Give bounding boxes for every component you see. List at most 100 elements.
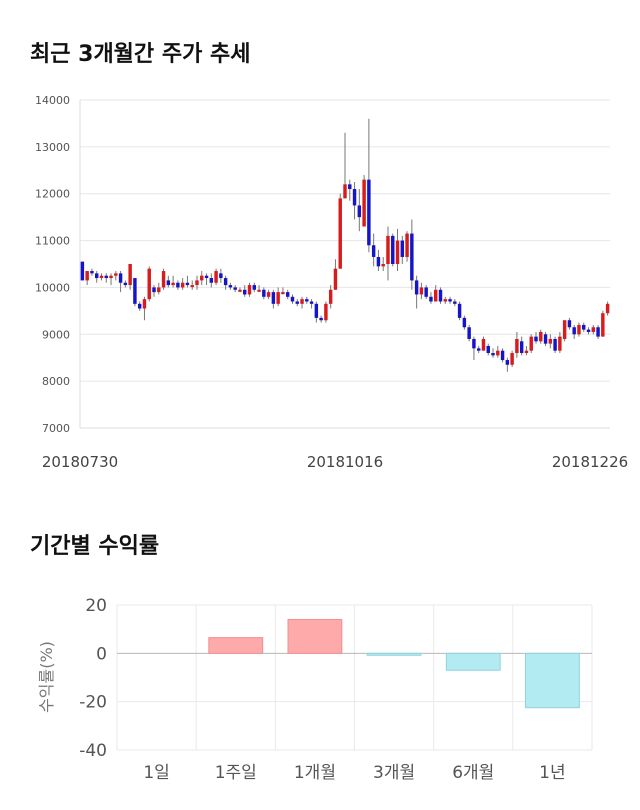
candle-body [161, 271, 166, 288]
candle-body [582, 324, 586, 330]
candle-body [285, 292, 290, 297]
candle-body [314, 303, 319, 318]
candle-body [114, 273, 118, 276]
candle-body [228, 285, 233, 288]
price-chart-title: 최근 3개월간 주가 추세 [30, 42, 251, 67]
candle-body [572, 327, 576, 335]
candle-body [362, 179, 366, 227]
candle-body [247, 285, 252, 295]
x-tick-label: 6개월 [452, 763, 494, 783]
x-tick-label: 1일 [143, 763, 169, 783]
candle-body [515, 338, 519, 354]
x-tick-label: 1주일 [215, 763, 257, 783]
candles [80, 118, 610, 372]
candle-body [352, 189, 357, 206]
candle-body [391, 235, 395, 264]
price-y-axis: 14000 13000 12000 11000 10000 9000 8000 7000 [35, 94, 70, 435]
candle-body [137, 303, 142, 309]
candle-body [438, 289, 443, 302]
candle-body [548, 338, 553, 344]
candle-body [123, 282, 128, 286]
returns-y-axis: 20 0 -20 -40 [79, 596, 107, 761]
return-bar [366, 652, 422, 656]
candle-body [562, 320, 567, 339]
candle-body [414, 280, 419, 295]
candle-body [434, 289, 438, 302]
candle-body [338, 198, 342, 269]
candle-body [400, 240, 405, 257]
candle-body [558, 336, 562, 351]
candle-body [233, 287, 237, 290]
candle-body [152, 287, 156, 293]
candle-body [142, 299, 147, 309]
y-tick-label: 12000 [35, 188, 70, 201]
x-tick-label: 1년 [539, 763, 565, 783]
candle-body [190, 285, 194, 288]
candle-body [290, 296, 295, 302]
candle-body [577, 324, 581, 335]
candle-body [281, 292, 285, 295]
candle-body [309, 301, 314, 304]
candle-body [519, 341, 524, 354]
y-tick-label: -20 [79, 693, 107, 713]
candle-body [328, 289, 333, 304]
candle-body [457, 303, 462, 318]
candle-body [147, 268, 151, 300]
candle-body [133, 278, 137, 304]
candle-body [586, 329, 591, 332]
candle-body [118, 273, 123, 283]
candle-body [305, 299, 309, 302]
candle-body [386, 235, 390, 264]
candle-body [381, 264, 385, 267]
candle-body [180, 282, 185, 288]
candle-body [171, 282, 175, 286]
price-x-axis: 20180730 20181016 20181226 [42, 453, 628, 471]
candle-body [481, 338, 486, 351]
return-bar [208, 637, 264, 654]
x-tick-label: 20181016 [307, 453, 383, 471]
candle-body [99, 275, 104, 279]
candle-body [128, 264, 132, 286]
candle-body [605, 303, 610, 314]
candle-body [453, 301, 457, 304]
candle-body [90, 271, 94, 274]
candle-body [553, 338, 557, 351]
candle-body [601, 313, 605, 337]
candle-body [510, 353, 514, 365]
candle-body [486, 346, 490, 354]
candle-body [243, 289, 247, 295]
candle-body [195, 280, 199, 286]
candle-body [543, 334, 548, 344]
candle-body [185, 282, 190, 286]
returns-bar-chart: 20 0 -20 -40 1일 1주일 1개월 3개월 6개월 1년 수익률(%) [37, 596, 593, 783]
return-bar [445, 652, 501, 671]
candle-body [166, 280, 171, 286]
candle-body [376, 256, 381, 267]
candle-body [271, 292, 276, 304]
candle-body [395, 240, 400, 264]
candle-body [505, 360, 510, 365]
candle-body [252, 285, 256, 290]
candle-body [529, 336, 533, 351]
x-tick-label: 20180730 [42, 453, 118, 471]
candle-body [591, 327, 596, 332]
candle-body [238, 289, 242, 292]
candle-body [472, 338, 476, 349]
candle-body [262, 289, 266, 297]
y-tick-label: 11000 [35, 235, 70, 248]
candle-body [467, 327, 471, 339]
candle-body [596, 327, 600, 337]
y-tick-label: 13000 [35, 141, 70, 154]
candle-body [209, 278, 214, 283]
returns-chart-title: 기간별 수익률 [30, 534, 160, 559]
y-tick-label: -40 [79, 741, 107, 761]
candle-body [219, 273, 223, 279]
candle-body [266, 292, 271, 297]
y-tick-label: 10000 [35, 281, 70, 294]
return-bars [208, 619, 580, 709]
candle-body [333, 268, 338, 290]
candle-body [424, 287, 428, 297]
candle-body [534, 336, 538, 342]
candle-body [200, 275, 204, 281]
candle-body [109, 275, 113, 279]
